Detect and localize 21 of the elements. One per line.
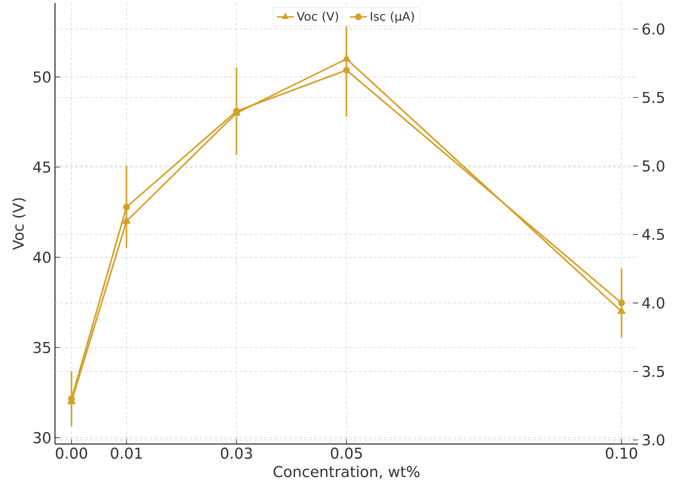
x-tick-label: 0.05 xyxy=(330,448,362,459)
y2-tick-label: 5.0 xyxy=(642,160,664,172)
y-axis-title: Voc (V) xyxy=(12,198,26,250)
x-tick-label: 0.10 xyxy=(606,448,638,459)
y2-tick-label: 4.5 xyxy=(642,228,664,240)
y2-tick-label: 3.0 xyxy=(642,434,664,446)
x-axis-title: Concentration, wt% xyxy=(274,466,420,479)
y-tick-label: 30 xyxy=(34,432,50,444)
x-tick-label: 0.00 xyxy=(56,448,88,459)
y2-tick-label: 5.5 xyxy=(642,92,664,104)
y-tick-label: 35 xyxy=(34,342,50,354)
y2-tick-label: 3.5 xyxy=(642,366,664,378)
y2-tick-label: 6.0 xyxy=(642,23,664,35)
y2-tick-label: 4.0 xyxy=(642,297,664,309)
y-tick-label: 40 xyxy=(33,252,50,263)
legend-label: Isc (µA) xyxy=(370,12,414,24)
legend-label: Voc (V) xyxy=(296,12,338,22)
x-tick-label: 0.01 xyxy=(110,448,142,459)
x-tick-label: 0.03 xyxy=(220,448,252,459)
y-tick-label: 50 xyxy=(34,71,50,83)
y-tick-label: 45 xyxy=(33,162,50,173)
